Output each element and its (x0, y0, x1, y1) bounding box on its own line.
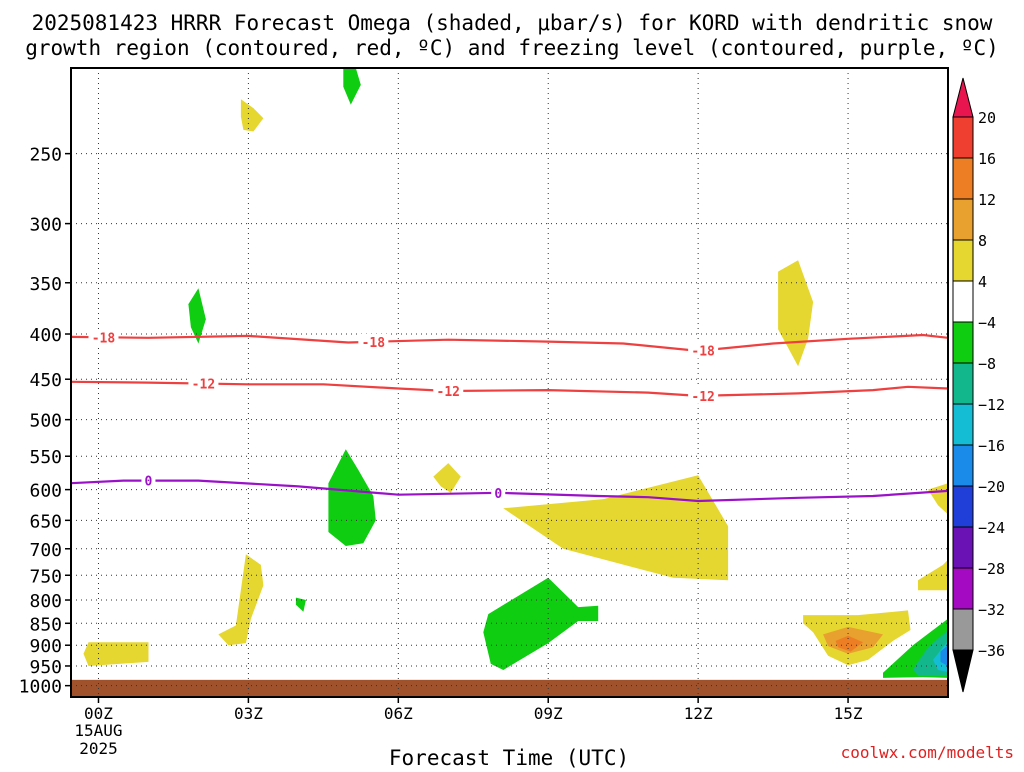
y-tick-label-950: 950 (29, 657, 62, 678)
contour-line--12 (71, 380, 948, 398)
omega-region-4 (328, 449, 376, 546)
y-tick-label-250: 250 (29, 145, 62, 166)
y-tick-label-900: 900 (29, 636, 62, 657)
x-tick-label-15Z: 15Z (834, 704, 863, 723)
contour-label--12-2: -12 (691, 390, 714, 405)
omega-region-3 (778, 260, 814, 367)
colorbar-swatch-1 (952, 116, 974, 159)
colorbar-swatch-6 (952, 321, 974, 364)
colorbar-arrow-bottom (952, 649, 974, 693)
watermark: coolwx.com/modelts (841, 743, 1014, 762)
omega-region-9 (218, 554, 264, 646)
colorbar-label-8: −16 (978, 437, 1005, 455)
chart-title-line2: growth region (contoured, red, ºC) and f… (25, 36, 999, 60)
y-tick-label-500: 500 (29, 411, 62, 432)
colorbar-swatch-4 (952, 239, 974, 282)
colorbar-label-3: 8 (978, 232, 987, 250)
contour-label-0-1: 0 (494, 487, 502, 502)
x-tick-label-00Z: 00Z (84, 704, 113, 723)
colorbar-label-5: −4 (978, 314, 996, 332)
colorbar-label-10: −24 (978, 519, 1005, 537)
y-tick-label-1000: 1000 (19, 677, 62, 698)
colorbar-swatch-2 (952, 157, 974, 200)
omega-region-11 (83, 642, 149, 666)
omega-region-0 (240, 99, 264, 132)
colorbar-swatch-12 (952, 567, 974, 610)
chart-title-line1: 2025081423 HRRR Forecast Omega (shaded, … (32, 11, 993, 35)
omega-region-15 (835, 635, 863, 652)
y-tick-label-700: 700 (29, 540, 62, 561)
y-tick-label-750: 750 (29, 566, 62, 587)
colorbar-label-2: 12 (978, 191, 996, 209)
contour-label-0-0: 0 (145, 475, 153, 490)
colorbar-swatch-9 (952, 444, 974, 487)
y-tick-label-550: 550 (29, 447, 62, 468)
colorbar-label-6: −8 (978, 355, 996, 373)
contour-line--18 (71, 333, 948, 353)
colorbar-label-1: 16 (978, 150, 996, 168)
contour-label-bg-2-1 (491, 484, 506, 501)
y-tick-label-850: 850 (29, 614, 62, 635)
omega-region-2 (188, 288, 206, 344)
contour-label-bg-1-0 (188, 375, 219, 392)
contour-label-bg-1-2 (688, 387, 719, 404)
plot-frame (70, 67, 949, 698)
omega-region-6 (503, 475, 729, 581)
contour-label-bg-2-0 (141, 472, 156, 489)
contour-label-bg-0-0 (88, 329, 119, 346)
omega-region-1 (343, 68, 361, 105)
colorbar: 20 16 12 8 4 −4 −8 −12 −16 −20 −24 −28 −32 −36 (952, 77, 1005, 693)
plot-area: -18 -18 -18 -12 -12 -12 0 0 (71, 68, 948, 697)
colorbar-label-12: −32 (978, 601, 1005, 619)
x-date-label-year: 2025 (79, 739, 118, 758)
x-tick-label-03Z: 03Z (234, 704, 263, 723)
contour-label--12-1: -12 (437, 385, 460, 400)
colorbar-swatch-7 (952, 362, 974, 405)
x-tick-label-09Z: 09Z (534, 704, 563, 723)
colorbar-label-11: −28 (978, 560, 1005, 578)
x-axis-label: Forecast Time (UTC) (389, 746, 629, 768)
omega-region-19 (940, 645, 948, 666)
omega-region-10 (295, 597, 306, 612)
y-tick-label-600: 600 (29, 481, 62, 502)
colorbar-swatch-3 (952, 198, 974, 241)
colorbar-label-13: −36 (978, 642, 1005, 660)
contour-label-bg-0-2 (688, 342, 719, 359)
contour-label-bg-0-1 (358, 333, 389, 350)
colorbar-arrow-top (952, 77, 974, 118)
colorbar-label-0: 20 (978, 109, 996, 127)
colorbar-label-7: −12 (978, 396, 1005, 414)
ground-fill (71, 679, 948, 697)
contour-label--12-0: -12 (192, 378, 215, 393)
contour-label--18-0: -18 (92, 331, 116, 346)
colorbar-label-4: 4 (978, 273, 987, 291)
omega-region-8 (918, 559, 948, 591)
x-tick-label-06Z: 06Z (384, 704, 413, 723)
y-tick-label-450: 450 (29, 370, 62, 391)
y-tick-label-350: 350 (29, 274, 62, 295)
y-tick-label-650: 650 (29, 511, 62, 532)
colorbar-label-9: −20 (978, 478, 1005, 496)
contour-line-0 (71, 479, 948, 503)
omega-region-5 (433, 463, 461, 493)
y-tick-label-300: 300 (29, 215, 62, 236)
x-tick-label-12Z: 12Z (684, 704, 713, 723)
y-tick-label-400: 400 (29, 325, 62, 346)
omega-region-12 (483, 577, 599, 670)
colorbar-swatch-8 (952, 403, 974, 446)
colorbar-swatch-5 (952, 280, 974, 323)
colorbar-swatch-10 (952, 485, 974, 528)
contour-label--18-1: -18 (362, 336, 386, 351)
x-date-label-day: 15AUG (74, 721, 122, 740)
colorbar-swatch-11 (952, 526, 974, 569)
colorbar-swatch-13 (952, 608, 974, 651)
contour-label-bg-1-1 (433, 382, 464, 399)
y-tick-label-800: 800 (29, 591, 62, 612)
contour-label--18-2: -18 (691, 344, 715, 359)
